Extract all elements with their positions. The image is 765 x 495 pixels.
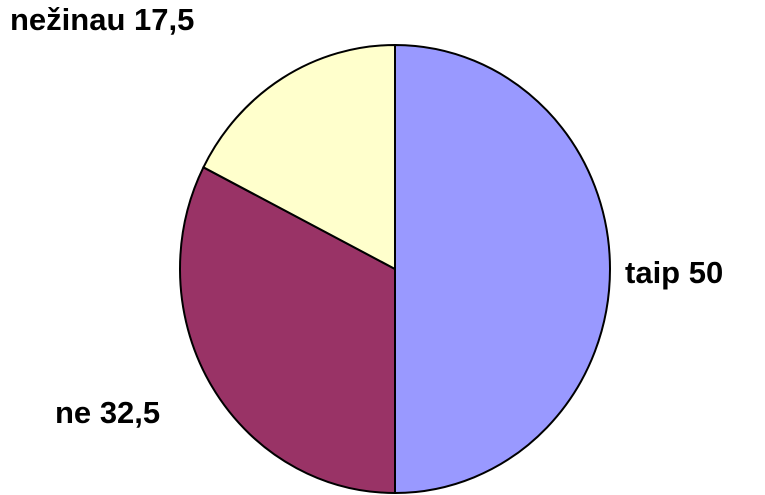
pie-slice (202, 43, 396, 271)
slice-value: 17,5 (134, 2, 194, 37)
slice-label: ne 32,5 (55, 395, 160, 430)
pie-slice (394, 43, 611, 495)
slice-category: taip (625, 255, 680, 290)
pie-slice (179, 165, 396, 495)
slice-value: 50 (689, 255, 723, 290)
slice-value: 32,5 (100, 395, 160, 430)
slice-label: taip 50 (625, 255, 723, 290)
slice-category: nežinau (10, 2, 125, 37)
slice-label: nežinau 17,5 (10, 2, 194, 37)
slice-category: ne (55, 395, 91, 430)
